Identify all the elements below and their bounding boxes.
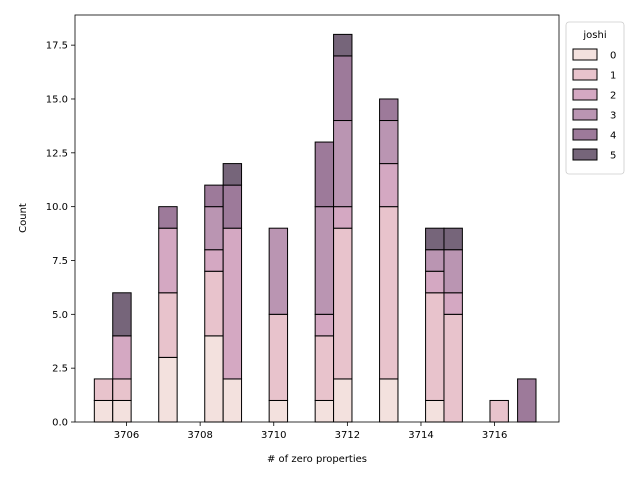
bar-segment-hue-0 bbox=[379, 378, 399, 423]
x-axis-ticks: 3706 3708 3710 3712 3714 3716 bbox=[114, 422, 507, 441]
bar-segment-hue-3 bbox=[379, 120, 399, 165]
bar-segment-hue-1 bbox=[489, 399, 509, 423]
bar-segment-hue-5 bbox=[425, 227, 445, 251]
bar-segment-hue-1 bbox=[333, 227, 353, 380]
bar-segment-hue-4 bbox=[517, 378, 537, 423]
bar-segment-hue-0 bbox=[425, 399, 445, 423]
bar-segment-hue-2 bbox=[222, 227, 243, 380]
legend: joshi 0 1 2 3 4 5 bbox=[565, 21, 625, 175]
bar-segment-hue-2 bbox=[314, 313, 335, 337]
legend-title: joshi bbox=[582, 30, 606, 41]
bar-segment-hue-1 bbox=[268, 313, 289, 401]
bar-segment-hue-4 bbox=[314, 141, 335, 208]
y-tick-label: 0.0 bbox=[52, 418, 68, 429]
bar-segment-hue-1 bbox=[112, 378, 132, 401]
x-tick-label: 3716 bbox=[482, 430, 507, 441]
y-tick-label: 10.0 bbox=[46, 202, 68, 213]
bar-segment-hue-0 bbox=[314, 399, 335, 423]
legend-swatch-0 bbox=[572, 48, 598, 61]
bar-segment-hue-0 bbox=[93, 399, 114, 423]
bar-segment-hue-0 bbox=[268, 399, 289, 423]
bar-segment-hue-4 bbox=[158, 206, 178, 229]
bar-segment-hue-3 bbox=[425, 249, 445, 272]
bar-segment-hue-2 bbox=[158, 227, 178, 294]
legend-swatch-3 bbox=[572, 108, 598, 121]
y-tick-label: 7.5 bbox=[52, 256, 68, 267]
bar-segment-hue-0 bbox=[333, 378, 353, 423]
y-tick-label: 17.5 bbox=[46, 41, 68, 52]
legend-label-0: 0 bbox=[610, 51, 616, 62]
legend-swatch-5 bbox=[572, 148, 598, 161]
legend-swatch-2 bbox=[572, 88, 598, 101]
bar-segment-hue-3 bbox=[443, 249, 463, 294]
bar-segment-hue-2 bbox=[333, 206, 353, 229]
bar-segment-hue-2 bbox=[204, 249, 224, 272]
bar-segment-hue-0 bbox=[222, 378, 243, 423]
legend-label-4: 4 bbox=[610, 131, 616, 142]
legend-label-1: 1 bbox=[610, 71, 616, 82]
bar-segment-hue-2 bbox=[112, 335, 132, 380]
bar-segment-hue-2 bbox=[379, 163, 399, 208]
x-tick-label: 3708 bbox=[187, 430, 212, 441]
bar-segment-hue-4 bbox=[222, 184, 243, 229]
bar-segment-hue-5 bbox=[443, 227, 463, 251]
bar-segment-hue-1 bbox=[204, 270, 224, 337]
bar-segment-hue-4 bbox=[379, 98, 399, 122]
bars-layer bbox=[93, 33, 537, 423]
bar-segment-hue-2 bbox=[443, 292, 463, 315]
bar-segment-hue-5 bbox=[112, 292, 132, 337]
bar-segment-hue-5 bbox=[222, 163, 243, 186]
bar-segment-hue-1 bbox=[379, 206, 399, 380]
x-tick-label: 3710 bbox=[261, 430, 286, 441]
bar-segment-hue-1 bbox=[158, 292, 178, 358]
bar-segment-hue-3 bbox=[314, 206, 335, 315]
bar-segment-hue-1 bbox=[314, 335, 335, 401]
bar-segment-hue-1 bbox=[93, 378, 114, 401]
bar-segment-hue-0 bbox=[158, 356, 178, 423]
bar-segment-hue-3 bbox=[333, 120, 353, 208]
bar-segment-hue-4 bbox=[204, 184, 224, 208]
plot-frame bbox=[74, 14, 560, 423]
x-tick-label: 3712 bbox=[335, 430, 360, 441]
bar-segment-hue-3 bbox=[204, 206, 224, 251]
bar-segment-hue-2 bbox=[425, 270, 445, 294]
y-tick-label: 15.0 bbox=[46, 94, 68, 105]
legend-label-5: 5 bbox=[610, 151, 616, 162]
bar-segment-hue-5 bbox=[333, 33, 353, 57]
legend-swatch-4 bbox=[572, 128, 598, 141]
y-tick-label: 12.5 bbox=[46, 148, 68, 159]
y-axis-ticks: 0.0 2.5 5.0 7.5 10.0 12.5 15.0 17.5 bbox=[46, 41, 75, 429]
bar-segment-hue-3 bbox=[268, 227, 289, 315]
x-tick-label: 3706 bbox=[114, 430, 139, 441]
bar-segment-hue-0 bbox=[204, 335, 224, 423]
legend-label-3: 3 bbox=[610, 111, 616, 122]
x-tick-label: 3714 bbox=[408, 430, 433, 441]
x-axis-label: # of zero properties bbox=[267, 454, 367, 465]
bar-segment-hue-1 bbox=[425, 292, 445, 401]
legend-items: 0 1 2 3 4 5 bbox=[572, 48, 616, 162]
y-tick-label: 5.0 bbox=[52, 310, 68, 321]
bar-segment-hue-0 bbox=[112, 399, 132, 423]
legend-label-2: 2 bbox=[610, 91, 616, 102]
y-tick-label: 2.5 bbox=[52, 364, 68, 375]
bar-segment-hue-1 bbox=[443, 313, 463, 423]
y-axis-label: Count bbox=[18, 203, 29, 233]
bar-segment-hue-4 bbox=[333, 55, 353, 122]
legend-swatch-1 bbox=[572, 68, 598, 81]
